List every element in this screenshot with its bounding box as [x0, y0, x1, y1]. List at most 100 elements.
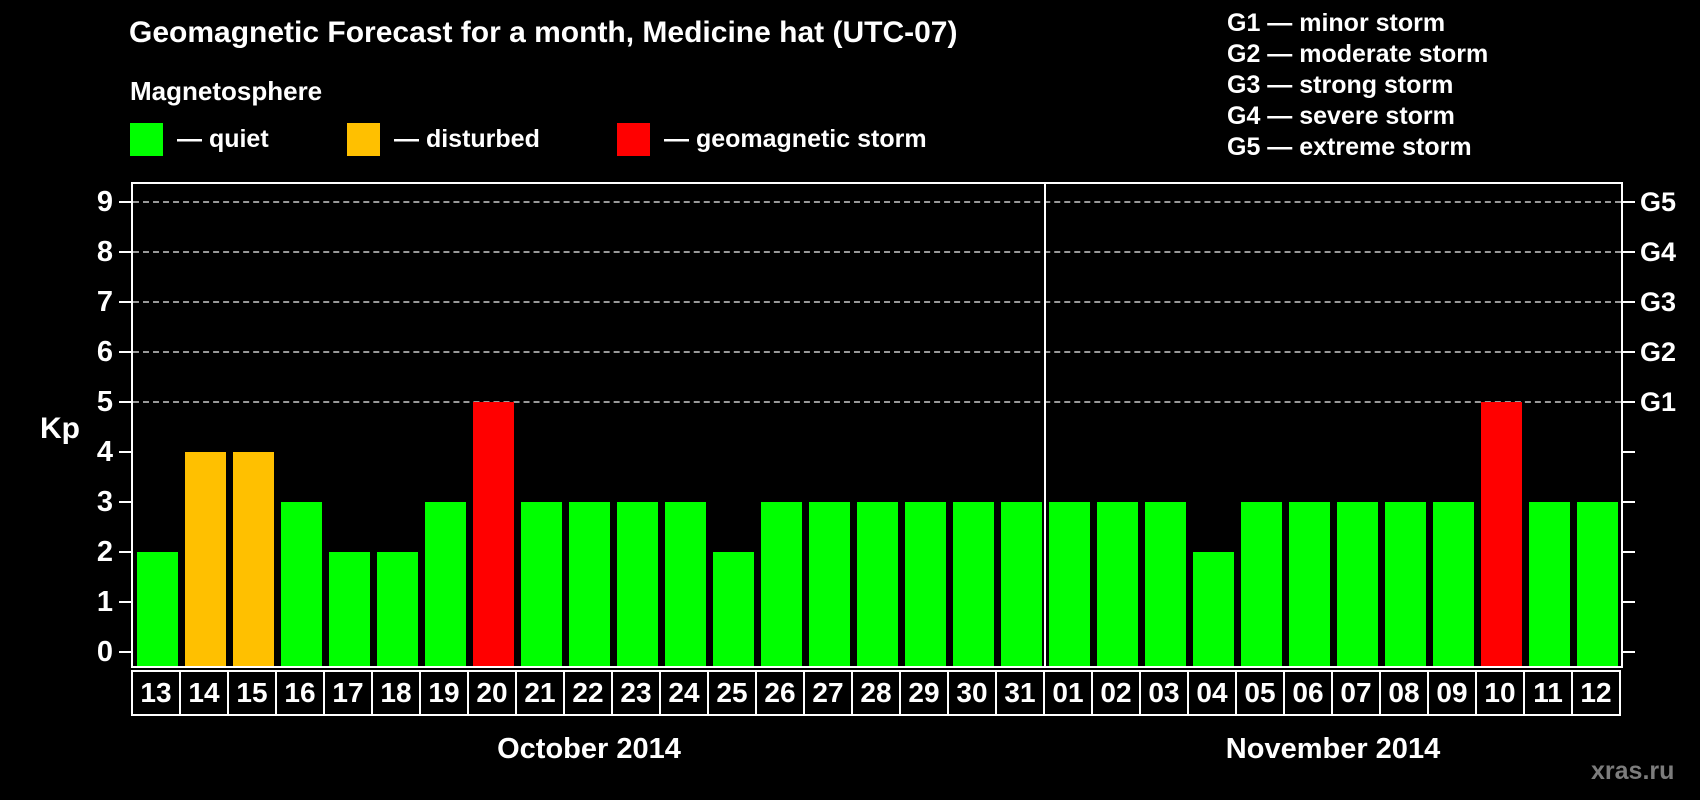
- kp-bar-nov-08: [1384, 502, 1426, 666]
- legend-item-storm: — geomagnetic storm: [617, 122, 927, 156]
- gridline-kp-9: [133, 201, 1621, 203]
- gridline-kp-5: [133, 401, 1621, 403]
- y-axis-tick: [119, 301, 131, 303]
- y-axis-tick: [119, 401, 131, 403]
- y-axis-tick-label: 9: [96, 186, 113, 218]
- month-label: November 2014: [1225, 733, 1441, 765]
- day-label-box: 05: [1235, 670, 1285, 716]
- kp-bar-oct-19: [424, 502, 466, 666]
- day-label-box: 23: [611, 670, 661, 716]
- y-axis-tick: [119, 451, 131, 453]
- day-label-box: 29: [899, 670, 949, 716]
- g1-legend-line: G1 — minor storm: [1227, 9, 1446, 37]
- kp-bar-oct-14: [184, 452, 226, 666]
- day-label-box: 04: [1187, 670, 1237, 716]
- day-label-box: 18: [371, 670, 421, 716]
- kp-bar-nov-09: [1432, 502, 1474, 666]
- right-axis-tick: [1623, 351, 1635, 353]
- y-axis-tick: [119, 651, 131, 653]
- day-label-box: 28: [851, 670, 901, 716]
- day-label-box: 10: [1475, 670, 1525, 716]
- gridline-kp-8: [133, 251, 1621, 253]
- right-axis-tick: [1623, 551, 1635, 553]
- kp-bar-oct-28: [856, 502, 898, 666]
- day-label-box: 16: [275, 670, 325, 716]
- right-axis-tick: [1623, 301, 1635, 303]
- day-label-box: 08: [1379, 670, 1429, 716]
- kp-bar-nov-04: [1192, 552, 1234, 666]
- g-scale-legend: G1 — minor storm G2 — moderate storm G3 …: [1227, 8, 1488, 163]
- right-axis-tick: [1623, 401, 1635, 403]
- day-label-box: 25: [707, 670, 757, 716]
- day-label-box: 07: [1331, 670, 1381, 716]
- legend-item-quiet: — quiet: [130, 122, 269, 156]
- kp-bar-oct-13: [136, 552, 178, 666]
- kp-bar-oct-17: [328, 552, 370, 666]
- kp-bar-oct-22: [568, 502, 610, 666]
- watermark: xras.ru: [1591, 757, 1675, 785]
- y-axis-tick: [119, 601, 131, 603]
- kp-bar-oct-16: [280, 502, 322, 666]
- g5-legend-line: G5 — extreme storm: [1227, 133, 1472, 161]
- disturbed-color-swatch: [347, 122, 380, 156]
- y-axis-tick-label: 2: [96, 536, 113, 568]
- legend-label-storm: — geomagnetic storm: [664, 124, 927, 153]
- kp-bar-oct-26: [760, 502, 802, 666]
- month-separator: [1044, 184, 1046, 666]
- storm-color-swatch: [617, 122, 650, 156]
- g-axis-label-g1: G1: [1640, 387, 1677, 417]
- y-axis-tick-label: 5: [96, 386, 113, 418]
- y-axis-tick-label: 7: [96, 286, 113, 318]
- y-axis-tick: [119, 501, 131, 503]
- day-label-box: 31: [995, 670, 1045, 716]
- kp-bar-nov-11: [1528, 502, 1570, 666]
- right-axis-tick: [1623, 651, 1635, 653]
- legend-heading: Magnetosphere: [130, 76, 323, 106]
- day-label-box: 02: [1091, 670, 1141, 716]
- y-axis-tick-label: 8: [96, 236, 113, 268]
- day-label-box: 11: [1523, 670, 1573, 716]
- day-label-box: 26: [755, 670, 805, 716]
- g-axis-label-g2: G2: [1640, 337, 1677, 367]
- g-axis-label-g3: G3: [1640, 287, 1677, 317]
- y-axis-tick: [119, 351, 131, 353]
- kp-bar-nov-06: [1288, 502, 1330, 666]
- day-label-box: 17: [323, 670, 373, 716]
- y-axis-tick: [119, 201, 131, 203]
- month-label: October 2014: [497, 733, 681, 765]
- gridline-kp-6: [133, 351, 1621, 353]
- g-axis-label-g5: G5: [1640, 187, 1677, 217]
- day-label-box: 06: [1283, 670, 1333, 716]
- day-label-box: 27: [803, 670, 853, 716]
- y-axis-tick-label: 3: [96, 486, 113, 518]
- day-label-box: 03: [1139, 670, 1189, 716]
- y-axis-tick-label: 6: [96, 336, 113, 368]
- g2-legend-line: G2 — moderate storm: [1227, 40, 1489, 68]
- kp-bar-nov-02: [1096, 502, 1138, 666]
- legend-label-quiet: — quiet: [177, 124, 269, 153]
- g4-legend-line: G4 — severe storm: [1227, 102, 1455, 130]
- day-label-box: 24: [659, 670, 709, 716]
- quiet-color-swatch: [130, 122, 163, 156]
- kp-bar-nov-05: [1240, 502, 1282, 666]
- kp-bar-oct-20: [472, 402, 514, 666]
- right-axis-tick: [1623, 501, 1635, 503]
- kp-bar-nov-07: [1336, 502, 1378, 666]
- day-label-box: 13: [131, 670, 181, 716]
- day-label-box: 21: [515, 670, 565, 716]
- right-axis-tick: [1623, 451, 1635, 453]
- y-axis-tick-label: 1: [96, 586, 113, 618]
- kp-bar-oct-24: [664, 502, 706, 666]
- y-axis-tick-label: 0: [96, 636, 113, 668]
- gridline-kp-7: [133, 301, 1621, 303]
- kp-bar-oct-15: [232, 452, 274, 666]
- y-axis-tick-label: 4: [96, 436, 113, 468]
- kp-bar-oct-23: [616, 502, 658, 666]
- g-axis-label-g4: G4: [1640, 237, 1677, 267]
- kp-bar-oct-18: [376, 552, 418, 666]
- y-axis-tick: [119, 551, 131, 553]
- day-label-box: 30: [947, 670, 997, 716]
- day-label-box: 09: [1427, 670, 1477, 716]
- day-label-box: 12: [1571, 670, 1621, 716]
- legend-item-disturbed: — disturbed: [347, 122, 540, 156]
